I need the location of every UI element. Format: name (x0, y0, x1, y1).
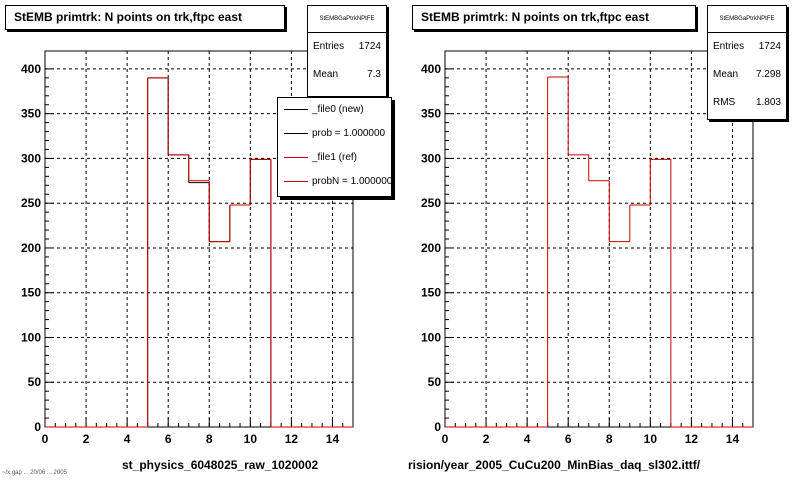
left-stats-box: StEMBGaPtrkNPtFE Entries 1724 Mean 7.3 (307, 5, 387, 97)
right-y-tick-label: 400 (421, 62, 441, 76)
right-y-tick-label: 300 (421, 151, 441, 165)
right-stats-name: StEMBGaPtrkNPtFE (708, 6, 786, 33)
legend-swatch-file0 (284, 109, 308, 110)
left-stats-entries-value: 1724 (358, 41, 381, 52)
right-stats-entries-value: 1724 (758, 41, 781, 52)
legend-label-prob: prob = 1.000000 (312, 128, 386, 139)
left-x-tick-label: 10 (244, 432, 258, 446)
right-stats-box: StEMBGaPtrkNPtFE Entries 1724 Mean 7.298… (707, 5, 787, 120)
left-y-tick-label: 100 (21, 330, 41, 344)
right-y-tick-label: 250 (421, 196, 441, 210)
right-stats-entries-label: Entries (713, 41, 745, 52)
right-histogram: 0 2 4 6 8 10 12 14 0 50 100 150 200 250 300 350 400 (421, 50, 754, 446)
legend-entry-prob: prob = 1.000000 (278, 122, 391, 146)
footnote: ~/x.gap ... 20/06 ... 2005 (2, 470, 67, 476)
legend-label-probn: probN = 1.000000 (312, 176, 392, 187)
left-x-tick-label: 14 (326, 432, 340, 446)
right-x-tick-label: 6 (565, 432, 572, 446)
right-x-axis-label: rision/year_2005_CuCu200_MinBias_daq_sl3… (408, 458, 701, 472)
right-chart-title: StEMB primtrk: N points on trk,ftpc east (412, 5, 696, 30)
left-x-axis-label: st_physics_6048025_raw_1020002 (122, 458, 319, 472)
left-stats-name: StEMBGaPtrkNPtFE (308, 6, 386, 33)
right-stats-mean-value: 7.298 (755, 69, 781, 80)
right-x-tick-label: 10 (644, 432, 658, 446)
left-y-tick-label: 250 (21, 196, 41, 210)
left-y-tick-label: 300 (21, 151, 41, 165)
left-y-tick-label: 200 (21, 241, 41, 255)
right-x-tick-label: 12 (685, 432, 699, 446)
legend-swatch-probn (284, 181, 308, 182)
right-stats-rms-value: 1.803 (755, 97, 781, 108)
left-chart-title: StEMB primtrk: N points on trk,ftpc east (5, 5, 285, 30)
left-x-tick-label: 4 (124, 432, 131, 446)
right-y-tick-label: 200 (421, 241, 441, 255)
right-x-tick-label: 0 (442, 432, 449, 446)
left-x-tick-label: 6 (165, 432, 172, 446)
legend-entry-file1: _file1 (ref) (278, 146, 391, 170)
right-x-tick-label: 8 (606, 432, 613, 446)
legend-swatch-file1 (284, 157, 308, 158)
right-x-tick-label: 14 (726, 432, 740, 446)
left-stats-entries-label: Entries (313, 41, 345, 52)
right-y-tick-label: 50 (428, 375, 442, 389)
right-y-tick-label: 100 (421, 330, 441, 344)
left-x-tick-label: 8 (206, 432, 213, 446)
left-x-tick-label: 0 (42, 432, 49, 446)
legend-label-file0: _file0 (new) (312, 104, 364, 115)
left-x-tick-label: 2 (83, 432, 90, 446)
right-y-tick-label: 350 (421, 107, 441, 121)
left-stats-mean-value: 7.3 (367, 69, 381, 80)
left-y-tick-label: 400 (21, 62, 41, 76)
right-stats-rms: RMS 1.803 (708, 89, 786, 117)
right-y-tick-label: 150 (421, 286, 441, 300)
right-stats-mean-label: Mean (713, 69, 739, 80)
left-stats-mean-label: Mean (313, 69, 339, 80)
left-y-tick-label: 0 (34, 420, 41, 434)
right-stats-entries: Entries 1724 (708, 33, 786, 61)
legend-swatch-prob (284, 133, 308, 134)
left-y-tick-label: 50 (28, 375, 42, 389)
left-y-tick-label: 150 (21, 286, 41, 300)
left-y-tick-label: 350 (21, 107, 41, 121)
right-x-tick-label: 2 (483, 432, 490, 446)
left-panel: 0 2 4 6 8 10 12 14 0 50 100 150 200 250 300 350 400 StEM… (5, 5, 392, 472)
left-x-tick-label: 12 (285, 432, 299, 446)
right-panel: 0 2 4 6 8 10 12 14 0 50 100 150 200 250 300 350 400 StEM… (400, 0, 800, 480)
legend-entry-probn: probN = 1.000000 (278, 170, 391, 194)
left-legend: _file0 (new) prob = 1.000000 _file1 (ref… (277, 97, 392, 197)
right-stats-mean: Mean 7.298 (708, 61, 786, 89)
legend-label-file1: _file1 (ref) (312, 152, 358, 163)
left-stats-mean: Mean 7.3 (308, 61, 386, 89)
right-y-tick-label: 0 (434, 420, 441, 434)
legend-entry-file0: _file0 (new) (278, 98, 391, 122)
right-x-tick-label: 4 (524, 432, 531, 446)
right-plot-area (445, 51, 753, 427)
right-stats-rms-label: RMS (713, 97, 736, 108)
left-stats-entries: Entries 1724 (308, 33, 386, 61)
